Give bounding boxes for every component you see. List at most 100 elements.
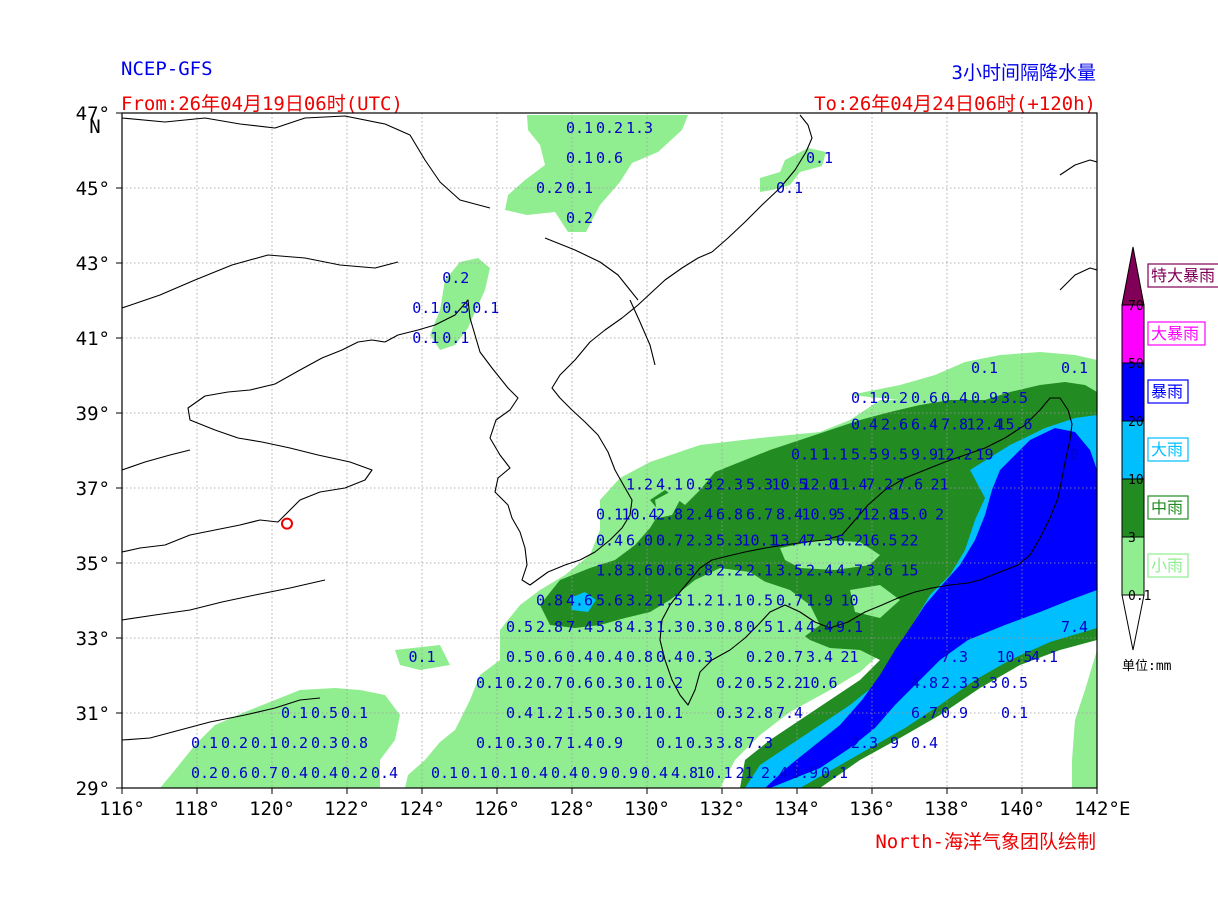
torrential-rain-areas: [765, 428, 1097, 788]
precip-values: 0.1 0.2 1.30.1 0.6 0.10.2 0.1 0.10.20.20.1 0.3 0…: [191, 119, 1088, 782]
precip-value: 5.6: [596, 592, 623, 610]
precip-value: 0.4: [311, 764, 338, 782]
precip-value: 7.3: [746, 734, 773, 752]
precip-value: 0.1: [412, 329, 439, 347]
precip-value: 0.3: [596, 674, 623, 692]
precip-value: 0.1: [461, 764, 488, 782]
lon-label: 130°: [624, 798, 670, 820]
legend-threshold: 0.1: [1128, 589, 1151, 604]
precip-value: 0.2: [442, 269, 469, 287]
precip-value: 6.7: [746, 505, 773, 523]
lat-label: 31°: [76, 703, 110, 725]
precip-value: 0.1: [596, 505, 623, 523]
precip-value: 0.2: [566, 209, 593, 227]
precip-value: 0.2: [746, 648, 773, 666]
precip-value: 0.5: [746, 674, 773, 692]
precip-value: 0.5: [746, 592, 773, 610]
precip-value: 7.3: [806, 532, 833, 550]
legend-label-box: [1147, 321, 1206, 346]
precip-value: 0.4: [656, 648, 683, 666]
precip-value: 2.4: [806, 562, 833, 580]
precip-value: 0.4: [596, 532, 623, 550]
map-title: 3小时间隔降水量: [951, 62, 1096, 84]
precip-value: 12.4: [966, 415, 1002, 433]
axis-labels: 116° 118° 120° 122° 124° 126° 128° 130° 132° 134°…: [76, 103, 1131, 820]
lon-label: 116°: [99, 798, 145, 820]
precip-value: 0.1: [566, 179, 593, 197]
legend-label: 大雨: [1151, 440, 1183, 459]
precip-value: 0.7: [776, 648, 803, 666]
precip-value: 2.3: [686, 532, 713, 550]
legend-label-box: [1147, 379, 1189, 404]
precip-value: 0.1: [281, 704, 308, 722]
legend-label-box: [1147, 437, 1189, 462]
precip-value: 0.1: [656, 734, 683, 752]
precip-value: 0.3: [506, 734, 533, 752]
precip-value: 0.6: [221, 764, 248, 782]
precip-value: 0.4: [281, 764, 308, 782]
precip-value: 3.5: [1001, 389, 1028, 407]
precip-value: 0.1: [656, 704, 683, 722]
lon-label: 134°: [774, 798, 820, 820]
precip-value: 1.1: [716, 592, 743, 610]
precip-value: 2.3: [851, 734, 878, 752]
precip-value: 0.7: [536, 674, 563, 692]
precip-value: 2.2: [716, 562, 743, 580]
lon-label: 128°: [549, 798, 595, 820]
lon-label: 118°: [174, 798, 220, 820]
precip-value: 0.1: [776, 179, 803, 197]
precip-value: 0.7: [536, 734, 563, 752]
precip-value: 0.3: [442, 299, 469, 317]
precip-value: 4.1: [656, 475, 683, 493]
map-area: 0.1 0.2 1.30.1 0.6 0.10.2 0.1 0.10.20.20.1 0.3 0…: [122, 113, 1097, 788]
legend-threshold: 70: [1128, 299, 1144, 314]
precip-value: 0.7: [776, 592, 803, 610]
precip-value: 1.8: [596, 562, 623, 580]
precip-value: 0.7: [251, 764, 278, 782]
precip-value: 0.1: [1061, 359, 1088, 377]
precip-value: 0.5: [1001, 674, 1028, 692]
precip-value: 0.1: [851, 389, 878, 407]
precip-value: 0.2: [281, 734, 308, 752]
precip-value: 0.1: [566, 149, 593, 167]
precip-value: 5.5: [851, 445, 878, 463]
legend-label: 中雨: [1151, 498, 1183, 517]
legend-label: 小雨: [1151, 556, 1183, 575]
lat-label: 37°: [76, 478, 110, 500]
precip-value: 9.1: [836, 618, 863, 636]
precip-value: 11.4: [831, 475, 867, 493]
precip-value: 22: [900, 532, 918, 550]
legend-label: 暴雨: [1151, 382, 1183, 401]
precip-value: 0.1: [971, 359, 998, 377]
precip-value: 9.9: [911, 445, 938, 463]
precip-value: 10.1: [696, 764, 732, 782]
coastlines: [122, 114, 1097, 741]
precip-value: 0.8: [626, 648, 653, 666]
precip-value: 15.0: [891, 505, 927, 523]
precip-value: 4.8: [671, 764, 698, 782]
precip-value: 0.1: [821, 764, 848, 782]
precip-value: 0.1: [1001, 704, 1028, 722]
precip-value: 0.3: [686, 475, 713, 493]
precip-value: 0.4: [851, 415, 878, 433]
precip-value: 0.2: [596, 119, 623, 137]
legend-threshold: 20: [1128, 415, 1144, 430]
precip-value: 2.3: [716, 475, 743, 493]
precip-value: 1.9: [806, 592, 833, 610]
precip-value: 10.6: [801, 674, 837, 692]
precip-value: 3.2: [626, 592, 653, 610]
lon-label: 124°: [399, 798, 445, 820]
precip-value: 3.6: [626, 562, 653, 580]
precip-value: 0.2: [536, 179, 563, 197]
lat-label: 39°: [76, 403, 110, 425]
precip-value: 3.5: [776, 562, 803, 580]
precip-value: 3.4: [806, 648, 833, 666]
precip-value: 2: [935, 505, 944, 523]
lat-label: 41°: [76, 328, 110, 350]
precip-value: 19: [975, 445, 993, 463]
precip-value: 4.8: [911, 674, 938, 692]
precip-value: 8.4: [776, 505, 803, 523]
precip-value: 0.7: [656, 532, 683, 550]
precip-value: 0.1: [491, 764, 518, 782]
